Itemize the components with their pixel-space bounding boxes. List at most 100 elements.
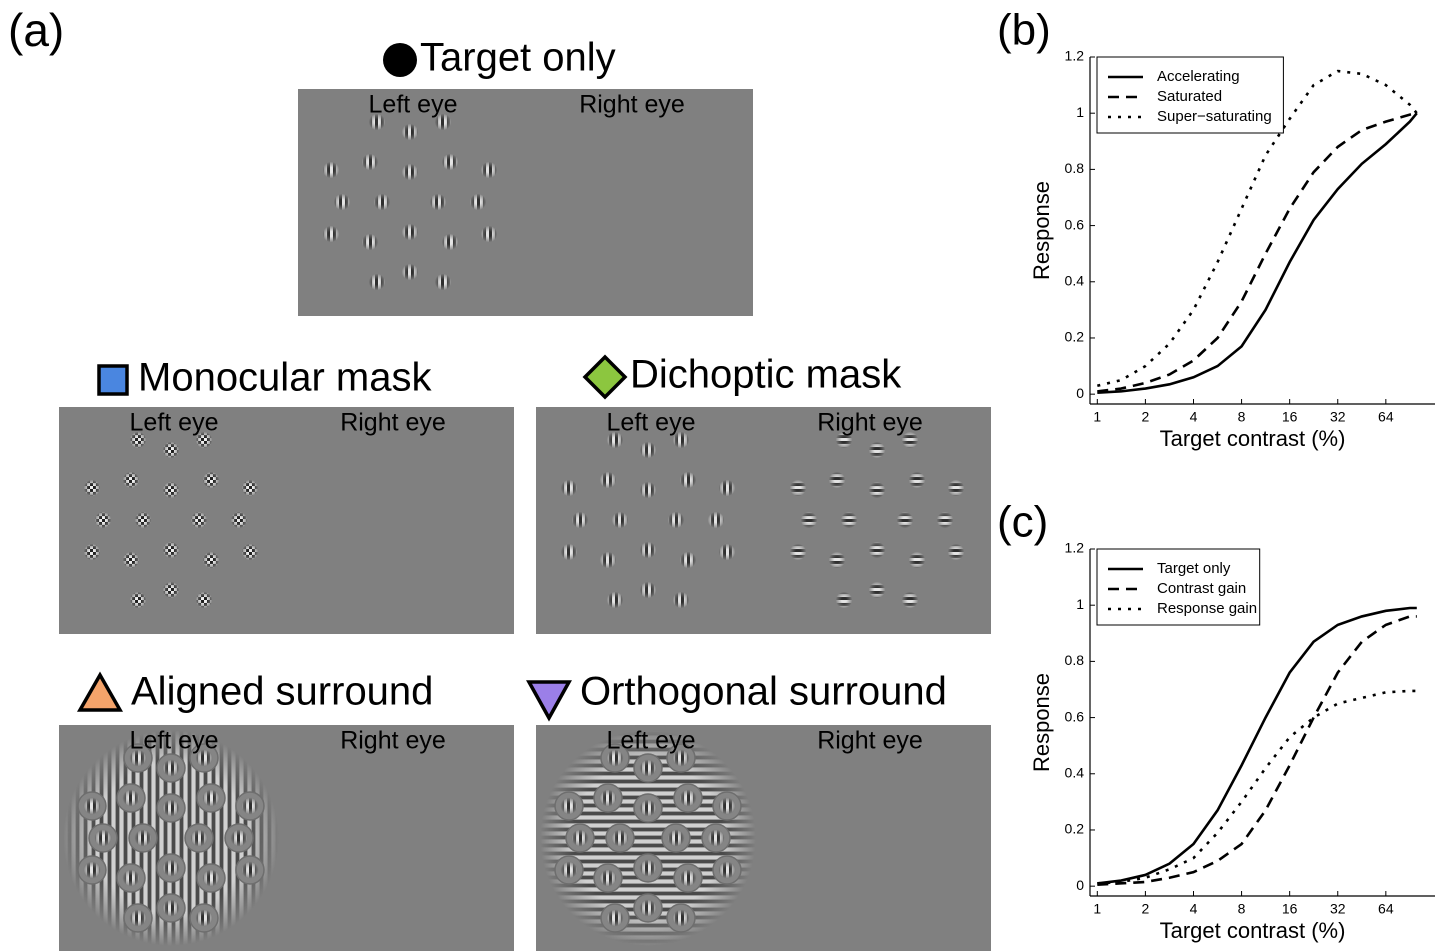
gabor-envelope: [560, 861, 578, 879]
x-tick-label: 32: [1330, 409, 1346, 425]
y-tick-label: 0.6: [1065, 216, 1085, 232]
gabor-envelope: [162, 759, 180, 777]
gabor-envelope: [401, 223, 419, 241]
gabor-envelope: [361, 153, 379, 171]
gabor-envelope: [129, 591, 147, 609]
eye-label: Left eye: [607, 409, 696, 437]
gabor-envelope: [190, 511, 208, 529]
gabor-envelope: [639, 899, 657, 917]
gabor-envelope: [639, 859, 657, 877]
y-tick-label: 1.2: [1065, 48, 1085, 64]
icon: [76, 671, 124, 712]
gabor-envelope: [896, 511, 914, 529]
stimulus-title: Monocular mask: [138, 356, 432, 400]
y-axis-label: Response: [1029, 181, 1054, 280]
gabor-envelope: [195, 749, 213, 767]
gabor-envelope: [672, 909, 690, 927]
x-tick-label: 16: [1282, 409, 1298, 425]
gabor-envelope: [441, 153, 459, 171]
panel-label: (c): [997, 498, 1048, 547]
gabor-envelope: [333, 193, 351, 211]
gabor-envelope: [480, 161, 498, 179]
gabor-envelope: [162, 859, 180, 877]
gabor-envelope: [571, 829, 589, 847]
gabor-envelope: [936, 511, 954, 529]
legend-label: Accelerating: [1157, 68, 1240, 85]
stimulus-title: Target only: [420, 36, 616, 80]
gabor-envelope: [599, 551, 617, 569]
gabor-envelope: [162, 899, 180, 917]
icon: [97, 364, 129, 396]
x-axis-label: Target contrast (%): [1160, 918, 1346, 943]
gabor-envelope: [606, 591, 624, 609]
gabor-envelope: [639, 541, 657, 559]
gabor-envelope: [828, 471, 846, 489]
gabor-envelope: [241, 479, 259, 497]
stimulus-panel: [298, 89, 753, 316]
gabor-envelope: [679, 471, 697, 489]
gabor-envelope: [162, 799, 180, 817]
gabor-envelope: [667, 829, 685, 847]
gabor-envelope: [202, 789, 220, 807]
gabor-envelope: [571, 511, 589, 529]
gabor-envelope: [718, 543, 736, 561]
gabor-envelope: [368, 113, 386, 131]
icon: [582, 354, 628, 400]
gabor-envelope: [947, 479, 965, 497]
gabor-envelope: [901, 431, 919, 449]
y-tick-label: 0.2: [1065, 821, 1085, 837]
icon: [383, 43, 417, 77]
gabor-envelope: [639, 759, 657, 777]
line-series: [1097, 111, 1418, 393]
gabor-envelope: [241, 797, 259, 815]
gabor-envelope: [639, 441, 657, 459]
gabor-envelope: [599, 789, 617, 807]
y-tick-label: 0.4: [1065, 272, 1085, 288]
gabor-envelope: [129, 431, 147, 449]
legend-label: Contrast gain: [1157, 580, 1246, 597]
gabor-envelope: [94, 511, 112, 529]
gabor-envelope: [241, 543, 259, 561]
line-series: [1097, 689, 1417, 885]
gabor-envelope: [434, 113, 452, 131]
gabor-envelope: [195, 591, 213, 609]
gabor-envelope: [606, 431, 624, 449]
eye-label: Left eye: [607, 727, 696, 755]
gabor-envelope: [718, 479, 736, 497]
gabor-envelope: [230, 829, 248, 847]
gabor-envelope: [441, 233, 459, 251]
gabor-envelope: [94, 829, 112, 847]
gabor-envelope: [679, 869, 697, 887]
line-series: [1097, 69, 1418, 388]
gabor-envelope: [83, 543, 101, 561]
gabor-envelope: [122, 869, 140, 887]
gabor-envelope: [202, 869, 220, 887]
eye-label: Right eye: [579, 91, 685, 119]
eye-label: Right eye: [340, 727, 446, 755]
gabor-envelope: [868, 441, 886, 459]
eye-label: Right eye: [817, 409, 923, 437]
gabor-envelope: [83, 861, 101, 879]
gabor-envelope: [122, 789, 140, 807]
gabor-envelope: [707, 511, 725, 529]
gabor-envelope: [672, 591, 690, 609]
gabor-envelope: [122, 471, 140, 489]
gabor-envelope: [401, 123, 419, 141]
gabor-envelope: [83, 797, 101, 815]
gabor-envelope: [162, 581, 180, 599]
gabor-envelope: [707, 829, 725, 847]
gabor-envelope: [83, 479, 101, 497]
gabor-envelope: [868, 581, 886, 599]
y-tick-label: 0.2: [1065, 329, 1085, 345]
x-tick-label: 64: [1378, 409, 1394, 425]
y-tick-label: 0: [1076, 877, 1084, 893]
gabor-envelope: [679, 551, 697, 569]
gabor-envelope: [202, 471, 220, 489]
icon: [526, 680, 572, 722]
y-tick-label: 0.8: [1065, 160, 1085, 176]
gabor-envelope: [679, 789, 697, 807]
stimulus-title: Orthogonal surround: [580, 670, 947, 714]
gabor-envelope: [560, 543, 578, 561]
